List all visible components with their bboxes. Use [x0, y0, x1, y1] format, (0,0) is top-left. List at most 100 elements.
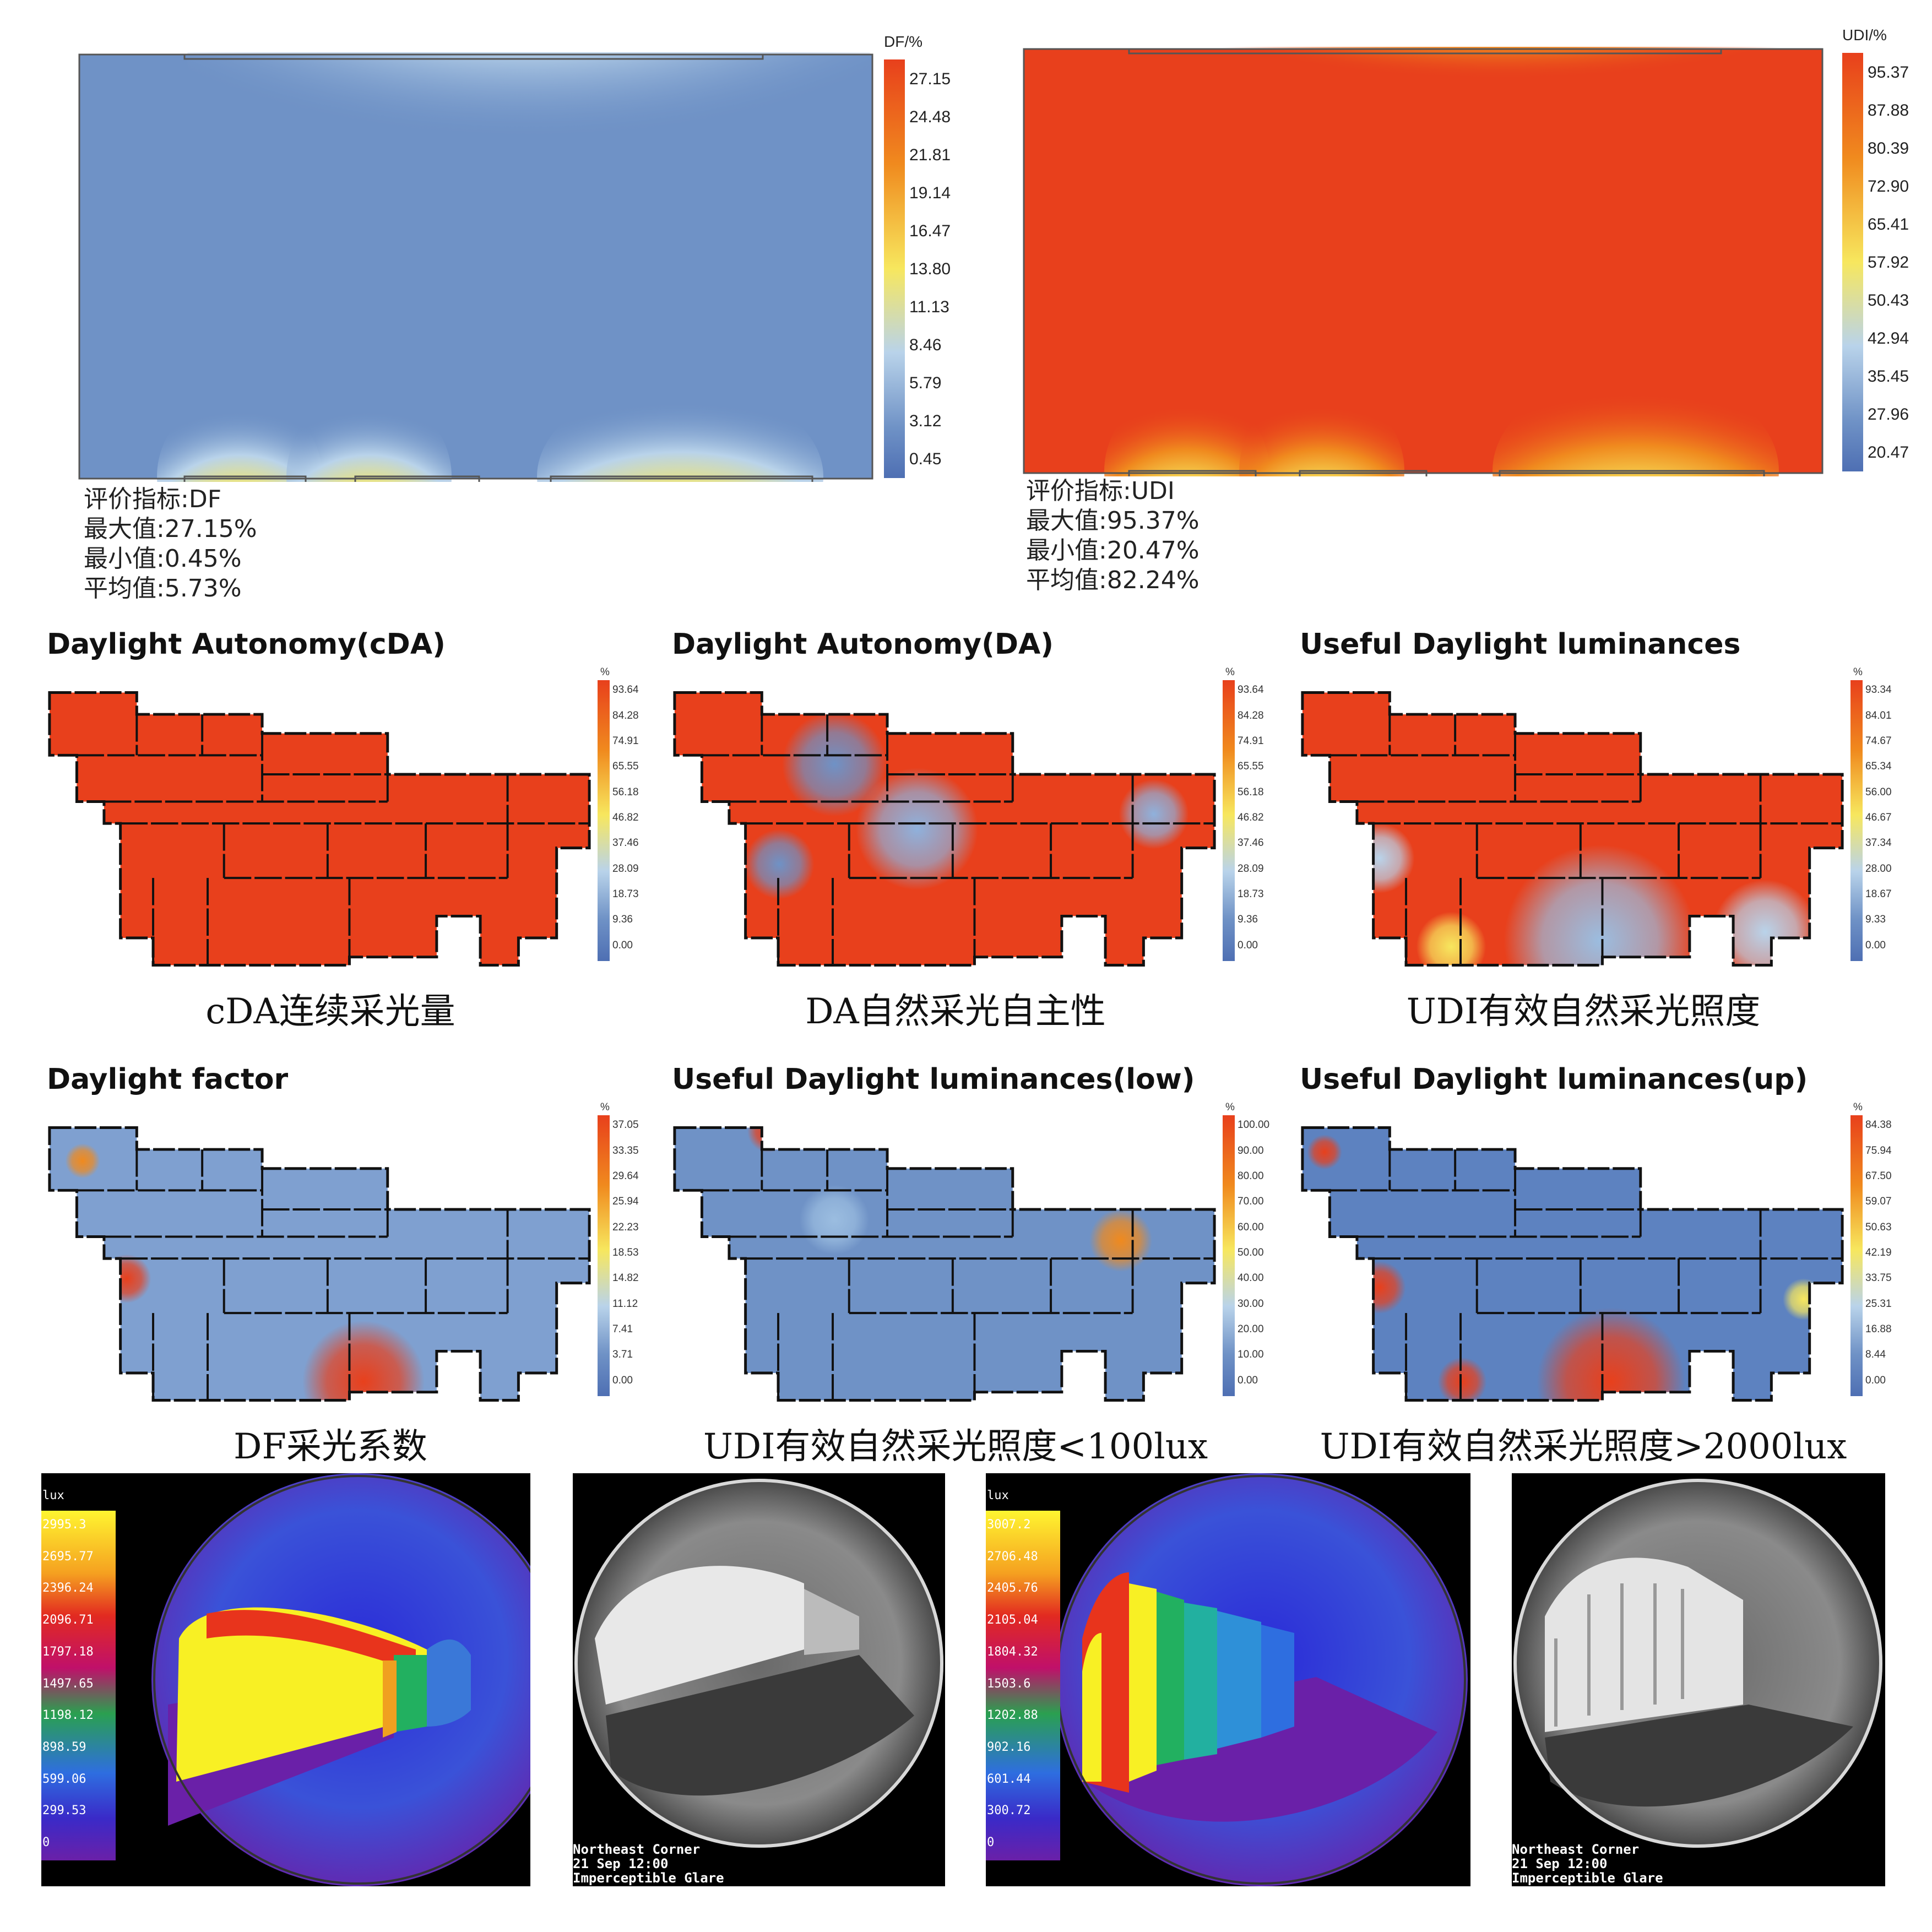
plan-title: Useful Daylight luminances [1300, 628, 1741, 661]
df-heatmap [78, 52, 873, 482]
glare-2-line-1: Northeast Corner [1512, 1842, 1640, 1857]
lux-legend-1-bar [41, 1511, 116, 1860]
plan-legend-tick: 7.41 [612, 1323, 633, 1336]
lux-render-1: lux 2995.3 2695.77 2396.24 2096.71 1797.18 14… [41, 1473, 530, 1886]
plan-legend-tick: 10.00 [1238, 1349, 1264, 1361]
df-stat-metric: 评价指标:DF [84, 485, 222, 513]
plan-legend-tick: 80.00 [1238, 1170, 1264, 1182]
plan-legend-tick: 93.64 [612, 684, 639, 696]
udi-legend-tick: 20.47 [1868, 443, 1909, 462]
lux-legend-1-unit: lux [42, 1489, 64, 1502]
plan-legend-tick: 93.34 [1865, 684, 1892, 696]
df-legend-title: DF/% [884, 33, 922, 50]
udi-heatmap-panel: 评价指标:UDI 最大值:95.37% 最小值:20.47% 平均值:82.24… [1022, 47, 1903, 609]
plan-legend-tick: 0.00 [1865, 939, 1886, 951]
df-legend-bar [884, 59, 905, 478]
plan-legend-tick: 90.00 [1238, 1144, 1264, 1157]
plan-legend-tick: 9.36 [1238, 914, 1258, 926]
udi-stat-metric: 评价指标:UDI [1026, 477, 1175, 505]
plan-legend-unit: % [600, 666, 610, 678]
plan-legend-tick: 16.88 [1865, 1323, 1892, 1336]
plan-caption: DA自然采光自主性 [805, 991, 1106, 1032]
plan-legend-tick: 28.00 [1865, 862, 1892, 875]
glare-render-2: Northeast Corner 21 Sep 12:00 Impercepti… [1512, 1473, 1885, 1886]
plan-legend-bar [1223, 680, 1235, 961]
plan-heatmap [48, 691, 591, 967]
plan-legend-tick: 56.18 [1238, 786, 1264, 798]
glare-2-line-3: Imperceptible Glare [1512, 1870, 1663, 1886]
plan-legend-tick: 0.00 [612, 1374, 633, 1386]
fisheye-grayscale-1 [574, 1479, 943, 1848]
fisheye-falsecolor-2 [1055, 1473, 1468, 1886]
df-stat-min: 最小值:0.45% [84, 545, 242, 573]
udi-legend-tick: 42.94 [1868, 329, 1909, 348]
udi-legend: UDI/% 95.37 87.88 80.39 72.90 65.41 57.92 50.4… [1842, 26, 1925, 478]
df-heatmap-panel: 评价指标:DF 最大值:27.15% 最小值:0.45% 平均值:5.73% [77, 52, 958, 614]
udi-stat-max: 最大值:95.37% [1026, 507, 1200, 535]
df-legend-tick: 19.14 [909, 183, 951, 202]
plan-caption: UDI有效自然采光照度 [1406, 991, 1761, 1032]
plan-legend-tick: 84.38 [1865, 1119, 1892, 1131]
lux-legend-2-tick: 300.72 [987, 1804, 1031, 1818]
lux-legend-1-tick: 2695.77 [42, 1549, 94, 1564]
plan-title: Useful Daylight luminances(up) [1300, 1063, 1808, 1096]
lux-legend-1-tick: 1198.12 [42, 1708, 94, 1723]
lux-legend-2-tick: 601.44 [987, 1772, 1031, 1786]
udi-stats: 评价指标:UDI 最大值:95.37% 最小值:20.47% 平均值:82.24… [1026, 476, 1200, 595]
udi-legend-tick: 35.45 [1868, 367, 1909, 386]
lux-legend-2-tick: 3007.2 [987, 1517, 1031, 1532]
glare-2-line-2: 21 Sep 12:00 [1512, 1856, 1608, 1871]
udi-legend-tick: 65.41 [1868, 215, 1909, 234]
plan-legend-tick: 74.67 [1865, 735, 1892, 747]
plan-legend-tick: 8.44 [1865, 1349, 1886, 1361]
udi-legend-title: UDI/% [1842, 26, 1887, 44]
plan-legend-tick: 65.55 [612, 761, 639, 773]
plan-legend-tick: 42.19 [1865, 1247, 1892, 1258]
plan-legend-tick: 18.73 [612, 888, 639, 900]
plan-heatmap [673, 1126, 1216, 1402]
df-stat-max: 最大值:27.15% [84, 515, 257, 543]
df-legend-tick: 0.45 [909, 450, 942, 469]
plan-legend-tick: 29.64 [612, 1170, 639, 1182]
plan-legend-tick: 84.01 [1865, 709, 1892, 721]
plan-legend-tick: 56.18 [612, 786, 639, 798]
plan-legend-tick: 37.05 [612, 1119, 639, 1131]
plan-legend-tick: 56.00 [1865, 786, 1892, 798]
udi-heatmap [1023, 47, 1824, 476]
df-legend-tick: 24.48 [909, 107, 951, 126]
lux-legend-2-tick: 1804.32 [987, 1645, 1038, 1659]
plan-legend-bar [1850, 1115, 1863, 1396]
plan-legend-tick: 59.07 [1865, 1196, 1892, 1208]
udi-legend-tick: 80.39 [1868, 139, 1909, 158]
plan-legend-tick: 28.09 [1238, 862, 1264, 875]
fisheye-grayscale-2 [1513, 1479, 1882, 1848]
plan-legend-tick: 9.36 [612, 914, 633, 926]
lux-legend-2-tick: 902.16 [987, 1740, 1031, 1754]
plan-panel: Useful Daylight luminances(up)% 84.38 75.9… [1297, 1063, 1903, 1467]
plan-legend-tick: 60.00 [1238, 1221, 1264, 1233]
plan-panel: Daylight Autonomy(cDA)% 93.64 84.28 74.91 65… [44, 628, 650, 1032]
plan-legend-tick: 9.33 [1865, 914, 1886, 926]
glare-caption-1: Northeast Corner 21 Sep 12:00 Impercepti… [573, 1842, 724, 1885]
plan-legend-tick: 37.34 [1865, 837, 1892, 849]
lux-legend-2-tick: 1503.6 [987, 1676, 1031, 1691]
plan-legend-tick: 84.28 [612, 709, 639, 721]
plan-legend-tick: 18.73 [1238, 888, 1264, 900]
udi-stat-mean: 平均值:82.24% [1026, 566, 1200, 594]
plan-legend-tick: 74.91 [1238, 735, 1264, 747]
plan-heatmap [48, 1126, 591, 1402]
plan-legend-tick: 74.91 [612, 735, 639, 747]
fisheye-falsecolor-1 [151, 1473, 530, 1886]
plan-panel: Useful Daylight luminances% 93.34 84.01 74.… [1297, 628, 1903, 1032]
udi-legend-tick: 27.96 [1868, 405, 1909, 424]
plan-legend-tick: 100.00 [1238, 1119, 1270, 1131]
plan-title: Useful Daylight luminances(low) [672, 1063, 1195, 1096]
plan-heatmap [1301, 1126, 1844, 1402]
plan-legend-tick: 14.82 [612, 1272, 639, 1284]
plan-legend-tick: 70.00 [1238, 1196, 1264, 1208]
plan-legend-bar [598, 1115, 610, 1396]
glare-1-line-3: Imperceptible Glare [573, 1870, 724, 1886]
plan-legend-tick: 0.00 [612, 939, 633, 951]
udi-stat-min: 最小值:20.47% [1026, 536, 1200, 565]
plan-heatmap [673, 691, 1216, 967]
